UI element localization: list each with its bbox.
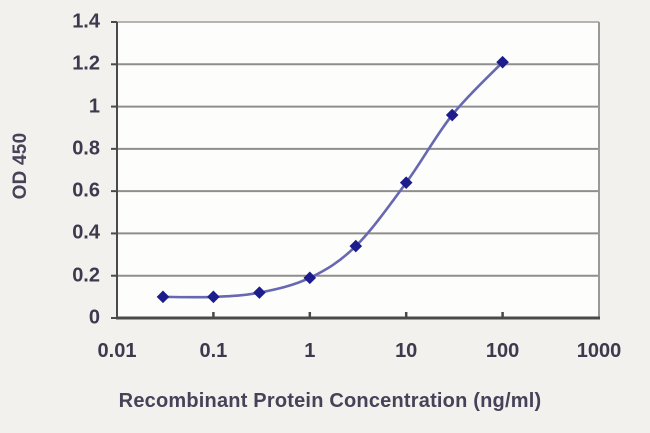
x-axis-title: Recombinant Protein Concentration (ng/ml… bbox=[118, 390, 542, 412]
data-point-marker bbox=[253, 286, 266, 299]
y-tick-label: 1 bbox=[88, 95, 100, 118]
plot-background bbox=[117, 22, 599, 318]
x-tick-label: 0.1 bbox=[199, 340, 228, 362]
data-point-marker bbox=[399, 176, 413, 189]
data-point-marker bbox=[349, 239, 363, 253]
x-tick-label: 1 bbox=[304, 340, 316, 362]
y-tick-label: 0.4 bbox=[72, 221, 100, 244]
y-tick-label: 0 bbox=[88, 306, 100, 329]
y-tick-label: 0.6 bbox=[72, 179, 100, 202]
y-tick-label: 1.4 bbox=[72, 10, 100, 33]
y-tick-label: 0.2 bbox=[72, 264, 100, 287]
data-point-marker bbox=[303, 271, 317, 285]
x-tick-label: 100 bbox=[485, 340, 520, 362]
y-axis-title: OD 450 bbox=[10, 132, 31, 200]
x-tick-label: 10 bbox=[395, 340, 418, 362]
data-point-marker bbox=[207, 290, 220, 304]
data-point-marker bbox=[156, 290, 170, 304]
data-point-marker bbox=[496, 55, 509, 69]
y-tick-label: 1.2 bbox=[72, 52, 100, 75]
x-tick-label: 0.01 bbox=[97, 340, 137, 362]
x-tick-label: 1000 bbox=[576, 340, 622, 362]
data-point-marker bbox=[445, 108, 459, 122]
y-tick-label: 0.8 bbox=[72, 137, 100, 160]
